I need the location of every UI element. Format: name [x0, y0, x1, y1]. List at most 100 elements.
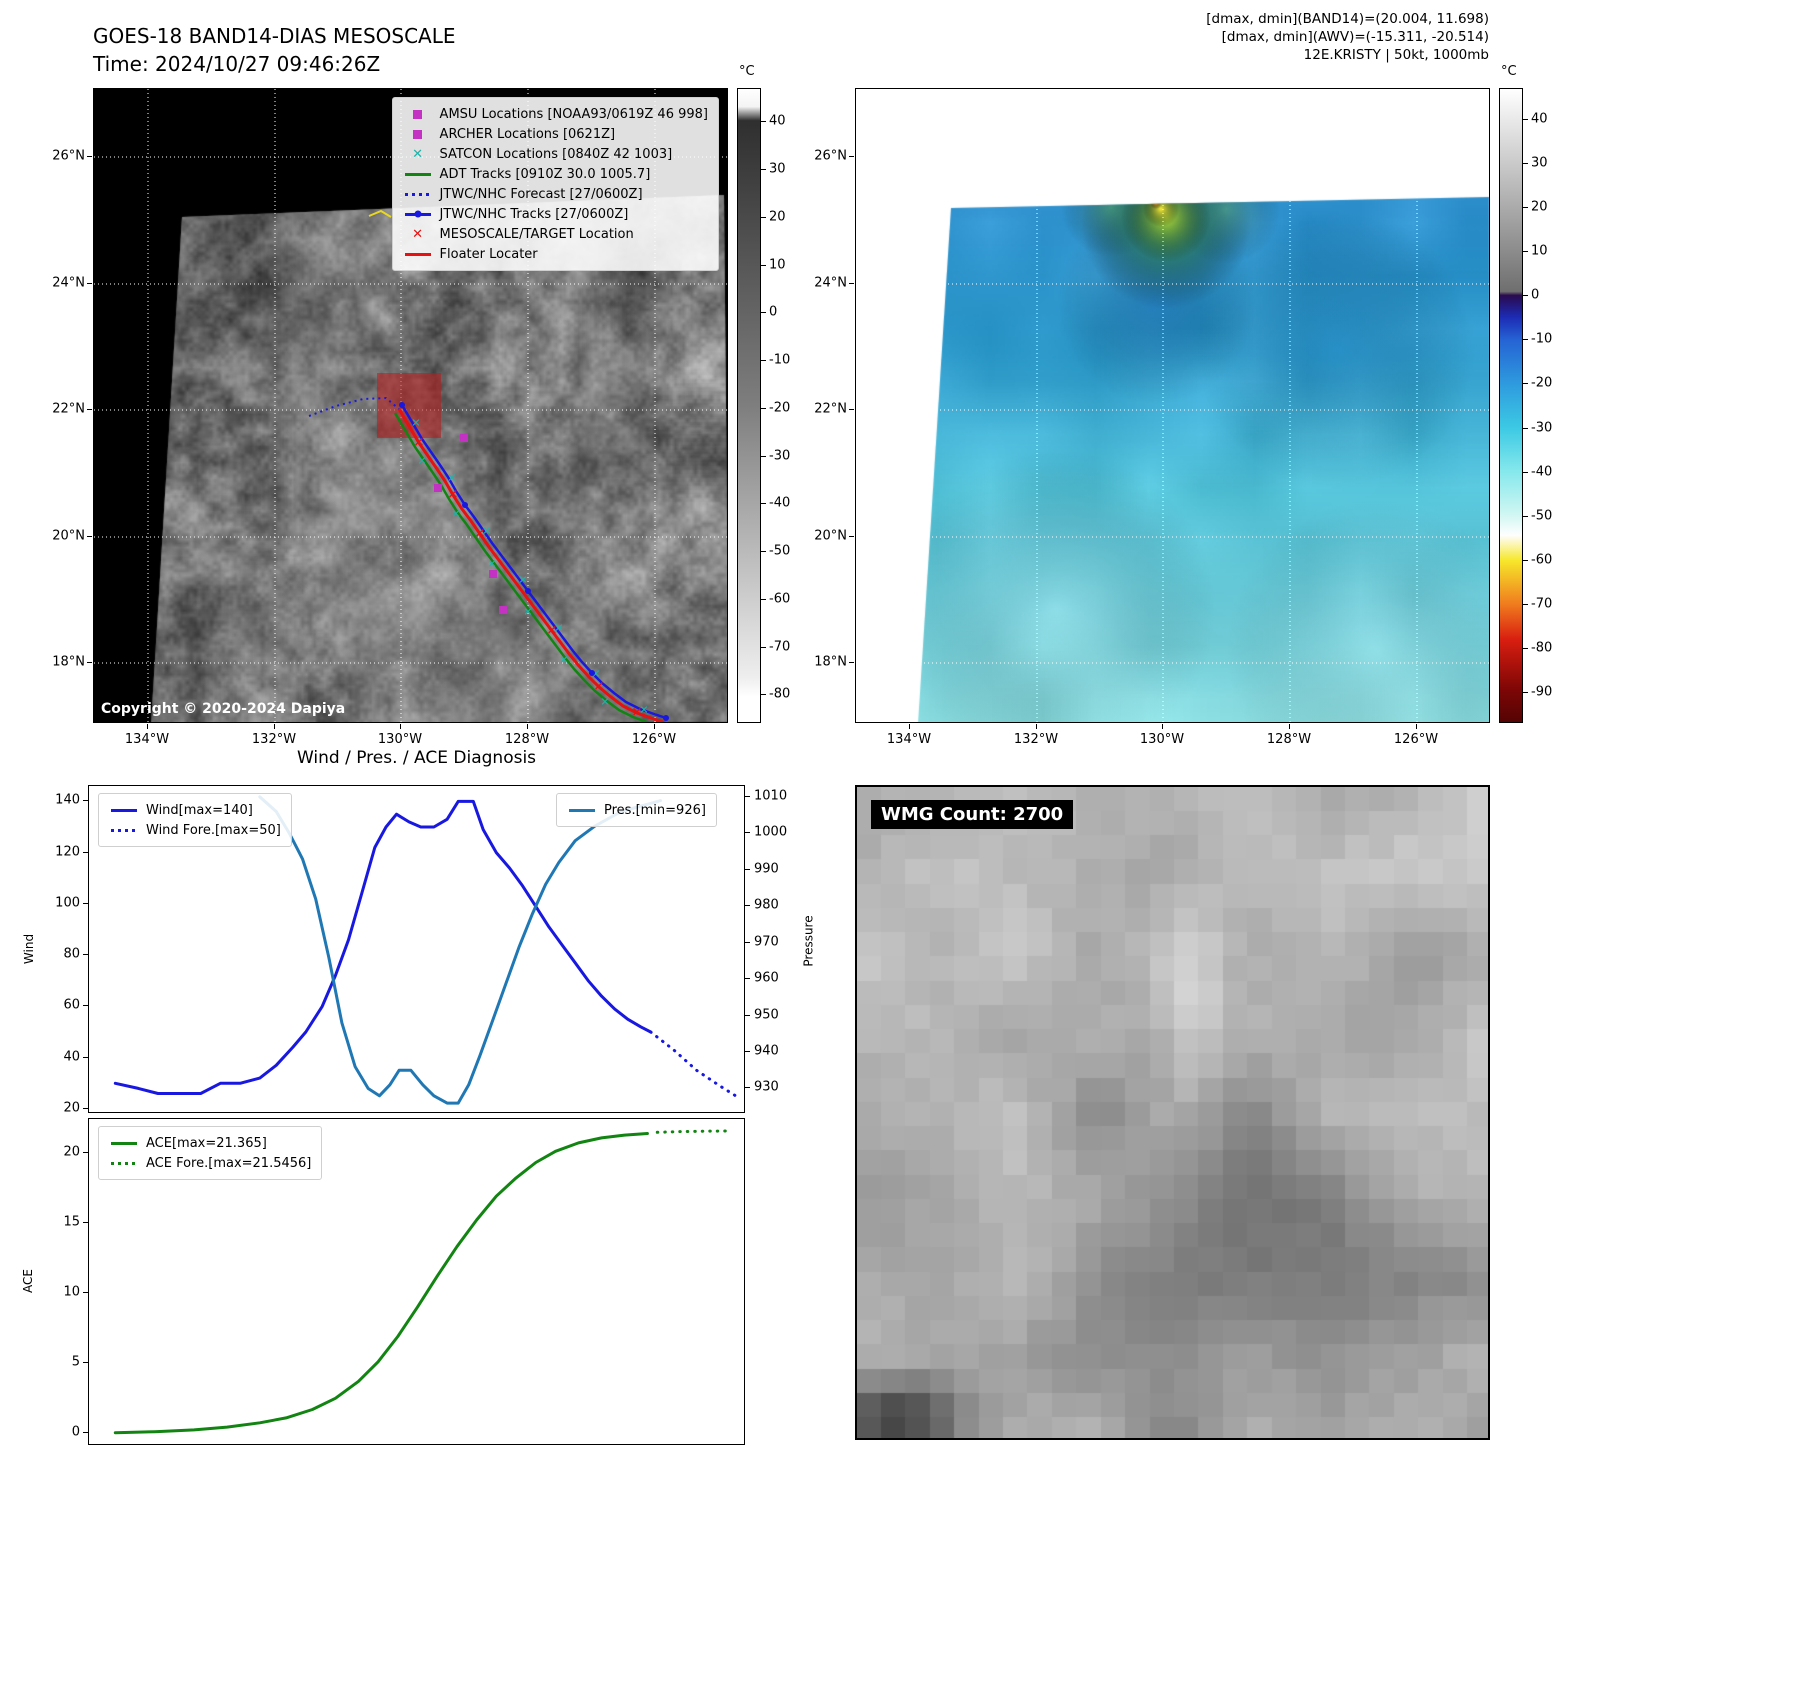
line-marker-icon	[567, 803, 597, 817]
wind-pressure-y2tick-mark	[745, 978, 750, 980]
wind-pressure-y2tick-mark	[745, 1014, 750, 1016]
band14-legend-item: ADT Tracks [0910Z 30.0 1005.7]	[403, 164, 708, 184]
ace-ytick-mark	[83, 1432, 88, 1434]
band14-colorbar-tick-label: -80	[769, 686, 791, 702]
satcon-marker: ✕	[518, 574, 527, 587]
x-marker-icon: ✕	[412, 226, 423, 242]
band14-colorbar-tick-label: -10	[769, 352, 791, 368]
satcon-marker: ✕	[447, 472, 456, 485]
awv-lon-tick-label: 128°W	[1266, 732, 1312, 747]
band14-colorbar	[737, 88, 761, 723]
awv-colorbar-tick-mark	[1523, 251, 1528, 253]
wind-pressure-y2tick-label: 1000	[754, 824, 788, 840]
pressure-legend-item: Pres.[min=926]	[567, 800, 706, 820]
pressure-axis-label: Pressure	[801, 915, 816, 967]
ace-legend: ACE[max=21.365] ACE Fore.[max=21.5456]	[98, 1126, 323, 1180]
awv-colorbar-unit: °C	[1501, 64, 1517, 79]
band14-legend-item: JTWC/NHC Forecast [27/0600Z]	[403, 184, 708, 204]
pressure-legend: Pres.[min=926]	[556, 793, 717, 827]
band14-legend-label: JTWC/NHC Forecast [27/0600Z]	[439, 186, 643, 202]
wind-pressure-y2tick-mark	[745, 795, 750, 797]
band14-lat-tick-mark	[87, 536, 92, 537]
awv-lat-tick-mark	[849, 409, 854, 410]
awv-lat-tick-label: 18°N	[814, 654, 847, 670]
wind-pressure-ytick-mark	[83, 851, 88, 853]
band14-lat-tick-label: 26°N	[52, 148, 85, 164]
awv-header-line1: [dmax, dmin](BAND14)=(20.004, 11.698)	[1206, 11, 1489, 27]
awv-colorbar-tick-mark	[1523, 648, 1528, 650]
awv-colorbar-tick-label: -10	[1531, 331, 1553, 347]
band14-legend-label: MESOSCALE/TARGET Location	[439, 226, 634, 242]
ace-ytick-label: 0	[71, 1424, 80, 1440]
wind-pressure-y2tick-label: 980	[754, 897, 779, 913]
wind-pressure-series-2	[258, 795, 663, 1105]
ace-legend-item: ACE Fore.[max=21.5456]	[109, 1153, 311, 1173]
band14-legend-label: ADT Tracks [0910Z 30.0 1005.7]	[439, 166, 651, 182]
satcon-marker: ✕	[554, 622, 563, 635]
band14-colorbar-tick-mark	[761, 646, 766, 648]
band14-lat-tick-mark	[87, 409, 92, 410]
satcon-marker: ✕	[523, 606, 532, 619]
wind-legend-label: Wind[max=140]	[146, 802, 253, 818]
awv-colorbar-tick-label: -40	[1531, 464, 1553, 480]
wind-axis-label: Wind	[22, 933, 37, 965]
satcon-marker: ✕	[652, 721, 661, 724]
awv-header: [dmax, dmin](BAND14)=(20.004, 11.698) [d…	[1206, 10, 1489, 64]
awv-colorbar-tick-mark	[1523, 559, 1528, 561]
band14-colorbar-tick-label: 40	[769, 113, 786, 129]
jtwc-track-node	[525, 588, 531, 594]
awv-colorbar-tick-label: -30	[1531, 420, 1553, 436]
awv-header-line3: 12E.KRISTY | 50kt, 1000mb	[1303, 47, 1489, 63]
satcon-marker: ✕	[417, 455, 426, 468]
band14-colorbar-tick-mark	[761, 407, 766, 409]
ace-ytick-label: 20	[63, 1144, 80, 1160]
ace-legend-label: ACE[max=21.365]	[146, 1135, 267, 1151]
wind-pressure-y2tick-label: 960	[754, 970, 779, 986]
satcon-marker: ✕	[411, 417, 420, 430]
band14-map-plot: ✕✕✕✕✕✕✕✕✕✕✕✕✕✕✕✕✕✕✕✕ AMSU Locations [NOA…	[93, 88, 728, 723]
band14-legend-label: SATCON Locations [0840Z 42 1003]	[439, 146, 673, 162]
band14-overlay: ✕✕✕✕✕✕✕✕✕✕✕✕✕✕✕✕✕✕✕✕	[94, 89, 727, 724]
awv-colorbar-tick-label: -70	[1531, 596, 1553, 612]
amsu-marker	[489, 570, 497, 578]
band14-lon-tick-label: 128°W	[504, 732, 550, 747]
awv-lon-tick-mark	[1036, 724, 1037, 729]
wind-pressure-y2tick-label: 940	[754, 1043, 779, 1059]
wmg-count-label: WMG Count: 2700	[871, 800, 1074, 829]
wind-legend-label: Wind Fore.[max=50]	[146, 822, 281, 838]
wind-pressure-plot-area	[113, 795, 738, 1105]
band14-colorbar-tick-mark	[761, 360, 766, 362]
band14-colorbar-tick-mark	[761, 455, 766, 457]
band14-colorbar-tick-mark	[761, 169, 766, 171]
awv-header-line2: [dmax, dmin](AWV)=(-15.311, -20.514)	[1221, 29, 1489, 45]
awv-lat-tick-mark	[849, 662, 854, 663]
wind-pressure-ytick-mark	[83, 954, 88, 956]
mesoscale-target-marker: ✕	[448, 488, 459, 503]
wind-legend: Wind[max=140] Wind Fore.[max=50]	[98, 793, 292, 847]
awv-colorbar	[1499, 88, 1523, 723]
mesoscale-target-marker: ✕	[547, 624, 558, 639]
band14-colorbar-tick-label: -30	[769, 448, 791, 464]
band14-colorbar-tick-mark	[761, 694, 766, 696]
ace-plot-area	[113, 1129, 728, 1435]
band14-lat-tick-label: 22°N	[52, 401, 85, 417]
awv-colorbar-tick-mark	[1523, 207, 1528, 209]
line-marker-icon	[109, 803, 139, 817]
amsu-marker	[434, 484, 442, 492]
wind-pressure-y2tick-label: 970	[754, 934, 779, 950]
awv-colorbar-tick-mark	[1523, 295, 1528, 297]
wind-pressure-ytick-mark	[83, 800, 88, 802]
jtwc-forecast-line	[308, 396, 400, 417]
awv-lat-tick-label: 22°N	[814, 401, 847, 417]
mesoscale-target-marker: ✕	[632, 706, 643, 721]
wind-pressure-y2tick-mark	[745, 1087, 750, 1089]
pressure-legend-label: Pres.[min=926]	[604, 802, 706, 818]
awv-lat-tick-label: 26°N	[814, 148, 847, 164]
band14-colorbar-tick-label: -20	[769, 400, 791, 416]
wind-pressure-ytick-label: 100	[55, 895, 80, 911]
adt-track-line	[393, 412, 651, 722]
satcon-marker: ✕	[639, 704, 648, 717]
dotted-marker-icon	[403, 187, 433, 201]
awv-lon-tick-mark	[1416, 724, 1417, 729]
